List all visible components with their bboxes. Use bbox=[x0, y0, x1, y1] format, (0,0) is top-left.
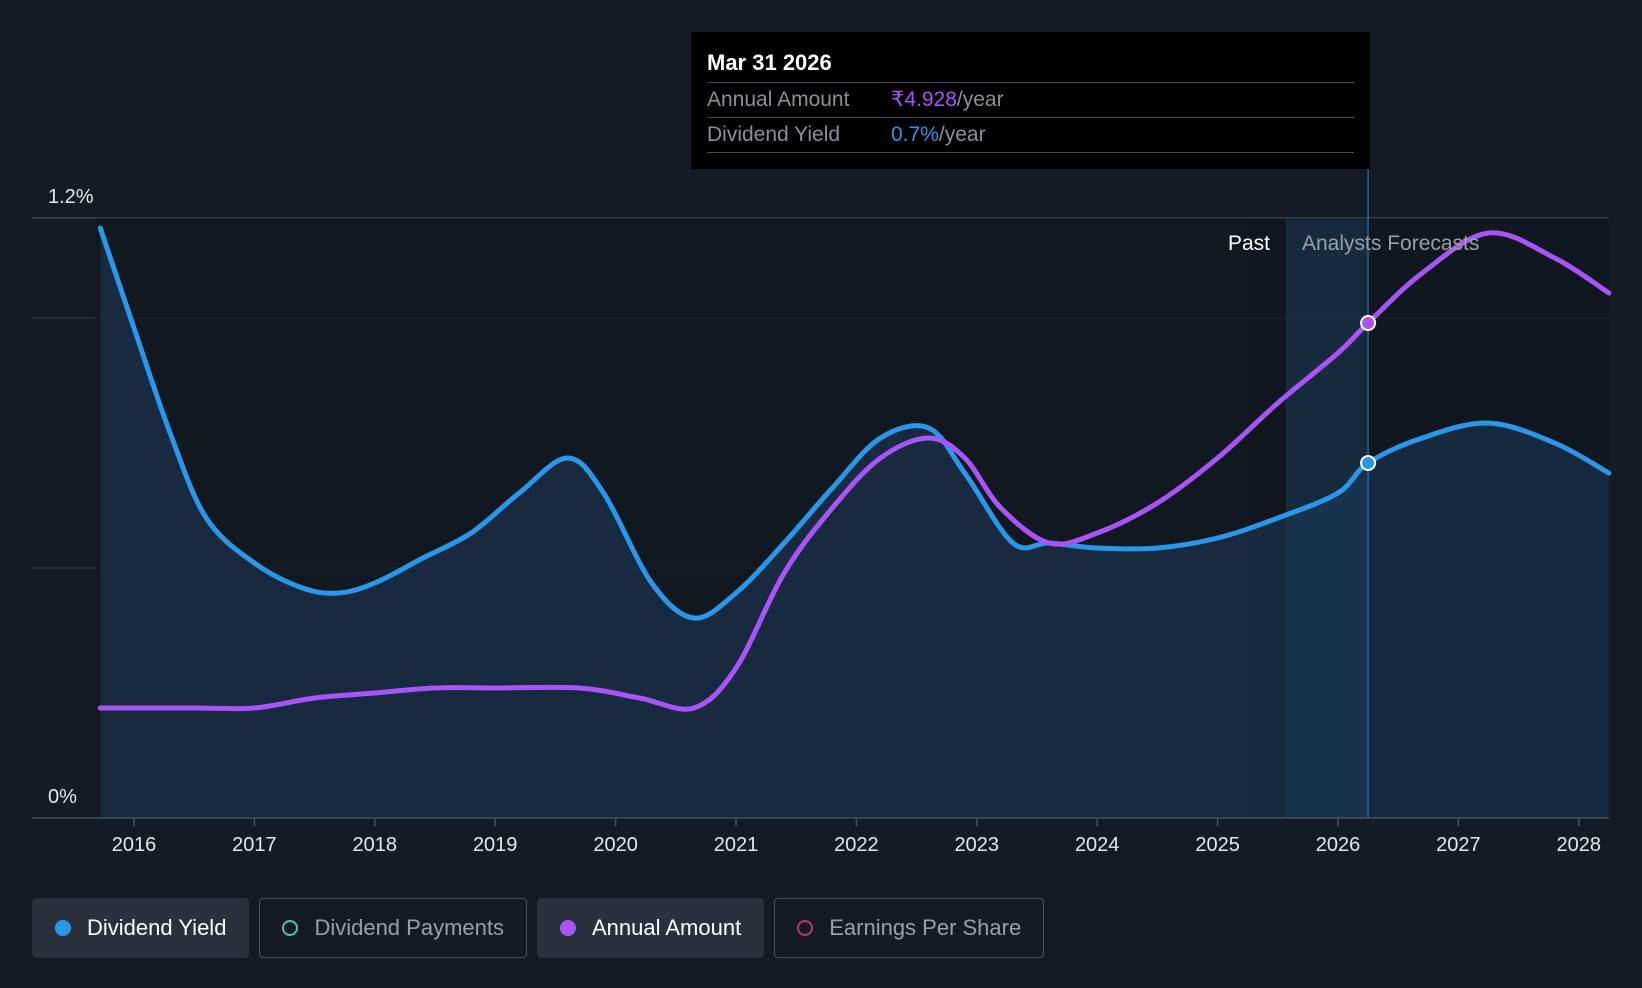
legend-dividend-yield[interactable]: Dividend Yield bbox=[32, 898, 250, 958]
tooltip-annual-row: Annual Amount ₹4.928/year bbox=[707, 83, 1354, 118]
x-tick-label: 2017 bbox=[232, 834, 277, 856]
x-tick-label: 2026 bbox=[1316, 834, 1361, 856]
annual-amount-line bbox=[97, 230, 1612, 712]
chart-legend: Dividend Yield Dividend Payments Annual … bbox=[32, 898, 1045, 958]
legend-earnings-per-share[interactable]: Earnings Per Share bbox=[774, 898, 1045, 958]
dividend-payments-ring-icon bbox=[282, 920, 299, 936]
hover-tooltip: Mar 31 2026 Annual Amount ₹4.928/year Di… bbox=[691, 32, 1370, 169]
tooltip-yield-label: Dividend Yield bbox=[707, 123, 841, 146]
hover-markers bbox=[1360, 168, 1377, 818]
x-tick-label: 2023 bbox=[955, 834, 1000, 856]
legend-dividend-payments[interactable]: Dividend Payments bbox=[259, 898, 527, 958]
forecast-label: Analysts Forecasts bbox=[1302, 232, 1479, 255]
tooltip-yield-row: Dividend Yield 0.7%/year bbox=[707, 118, 1354, 153]
x-tick-label: 2028 bbox=[1557, 834, 1602, 856]
dividend-yield-marker bbox=[1360, 455, 1377, 471]
x-tick-label: 2022 bbox=[834, 834, 879, 856]
legend-label: Earnings Per Share bbox=[829, 915, 1022, 940]
x-tick-label: 2016 bbox=[112, 834, 157, 856]
annual-amount-marker bbox=[1360, 315, 1377, 331]
x-axis: 2016 2017 2018 2019 2020 2021 2022 2023 2024 2025… bbox=[32, 817, 1609, 856]
tooltip-yield-unit: /year bbox=[938, 123, 986, 146]
tooltip-yield-value: 0.7% bbox=[891, 123, 939, 146]
x-tick-label: 2021 bbox=[714, 834, 759, 856]
legend-label: Dividend Payments bbox=[314, 915, 504, 940]
past-label: Past bbox=[1228, 232, 1270, 255]
y-tick-label-bottom: 0% bbox=[48, 786, 77, 808]
tooltip-annual-label: Annual Amount bbox=[707, 88, 850, 111]
series-layer bbox=[97, 225, 1612, 818]
legend-label: Annual Amount bbox=[591, 915, 742, 940]
x-tick-label: 2019 bbox=[473, 834, 518, 856]
x-tick-label: 2018 bbox=[353, 834, 398, 856]
legend-label: Dividend Yield bbox=[87, 915, 227, 940]
legend-annual-amount[interactable]: Annual Amount bbox=[536, 898, 765, 958]
dividend-yield-area bbox=[100, 228, 1609, 818]
x-tick-label: 2025 bbox=[1195, 834, 1240, 856]
tooltip-annual-unit: /year bbox=[956, 88, 1004, 111]
dividend-yield-dot-icon bbox=[55, 920, 71, 936]
tooltip-date: Mar 31 2026 bbox=[707, 50, 1354, 83]
x-tick-label: 2020 bbox=[593, 834, 638, 856]
x-tick-label: 2027 bbox=[1436, 834, 1481, 856]
earnings-per-share-ring-icon bbox=[797, 920, 814, 936]
dividend-yield-line bbox=[97, 225, 1612, 621]
x-tick-label: 2024 bbox=[1075, 834, 1120, 856]
tooltip-annual-value: ₹4.928 bbox=[891, 88, 957, 111]
annual-amount-dot-icon bbox=[559, 920, 576, 936]
y-tick-label-top: 1.2% bbox=[48, 186, 94, 208]
